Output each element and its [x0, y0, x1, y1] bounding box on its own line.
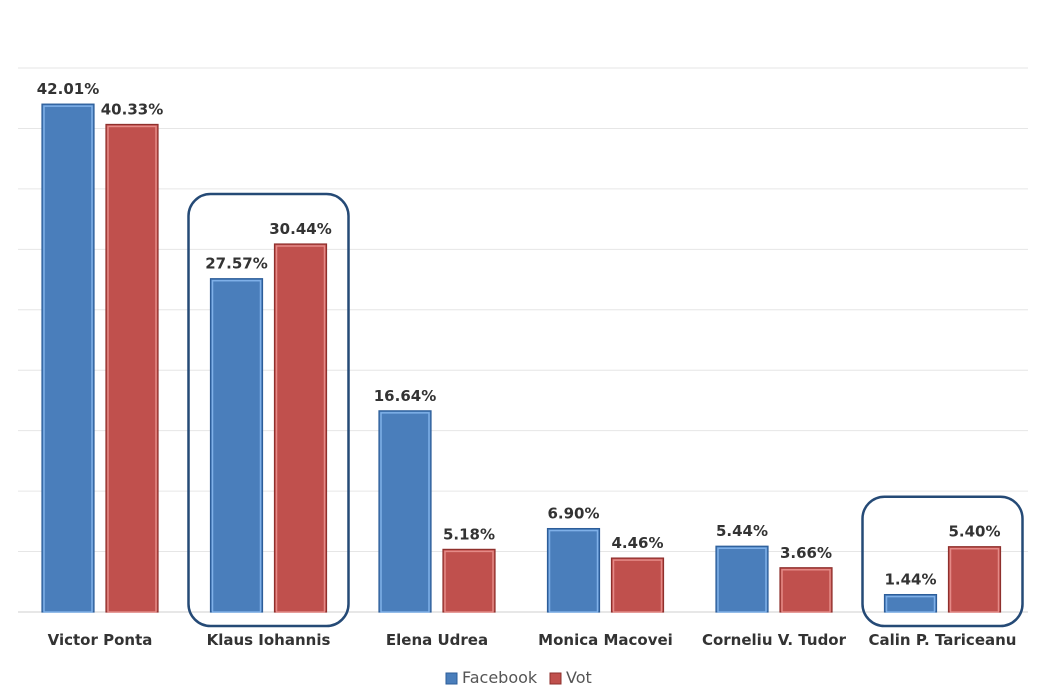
bar-facebook: [41, 103, 95, 613]
bar-bevel: [444, 550, 494, 613]
bar-facebook: [209, 278, 264, 613]
data-label: 42.01%: [37, 80, 99, 98]
gridlines: [18, 67, 1028, 613]
bar-bevel: [781, 569, 831, 613]
bar-bevel: [107, 125, 157, 613]
category-label: Monica Macovei: [538, 631, 673, 649]
category-label: Corneliu V. Tudor: [702, 631, 847, 649]
category-label: Victor Ponta: [48, 631, 153, 649]
data-label: 30.44%: [269, 220, 331, 238]
bar-bevel: [949, 547, 1000, 613]
data-label: 16.64%: [374, 387, 436, 405]
bar-vot: [779, 567, 833, 613]
legend: Facebook Vot: [445, 668, 592, 687]
data-label: 1.44%: [884, 571, 936, 589]
highlight-boxes: [187, 192, 1024, 628]
data-label: 5.44%: [716, 522, 768, 540]
data-label: 5.40%: [948, 523, 1000, 541]
highlight-box: [861, 495, 1024, 628]
bar-bevel: [380, 412, 430, 613]
bar-bevel: [548, 529, 599, 613]
legend-label: Vot: [566, 668, 592, 687]
data-label: 6.90%: [547, 505, 599, 523]
data-label: 3.66%: [780, 544, 832, 562]
bar-vot: [947, 546, 1002, 613]
data-labels: 42.01%40.33% 27.57%30.44% 16.64% 5.18% 6.90%…: [37, 80, 1001, 588]
category-label: Calin P. Tariceanu: [869, 631, 1017, 649]
bar-vot: [105, 123, 159, 613]
bar-vot: [610, 557, 665, 613]
bar-bevel: [717, 547, 767, 613]
data-label: 5.18%: [443, 525, 495, 543]
bar-vot: [442, 548, 496, 613]
data-label: 4.46%: [611, 534, 663, 552]
bar-facebook: [378, 410, 432, 613]
bar-vot: [273, 243, 328, 613]
category-labels: Victor Ponta Klaus Iohannis Elena Udrea Mon…: [48, 631, 1017, 649]
bar-bevel: [275, 245, 326, 613]
bar-bevel: [612, 559, 663, 613]
legend-swatch-vot: [549, 672, 562, 685]
category-label: Elena Udrea: [386, 631, 488, 649]
data-label: 40.33%: [101, 100, 163, 118]
data-label: 27.57%: [205, 255, 267, 273]
bar-bevel: [885, 595, 936, 613]
bar-bevel: [211, 279, 262, 613]
category-label: Klaus Iohannis: [207, 631, 331, 649]
legend-label: Facebook: [462, 668, 538, 687]
bars: [41, 103, 1002, 613]
bar-facebook: [546, 527, 601, 613]
bar-bevel: [43, 105, 93, 613]
highlight-box: [187, 192, 350, 628]
bar-facebook: [715, 545, 769, 613]
legend-swatch-facebook: [445, 672, 458, 685]
